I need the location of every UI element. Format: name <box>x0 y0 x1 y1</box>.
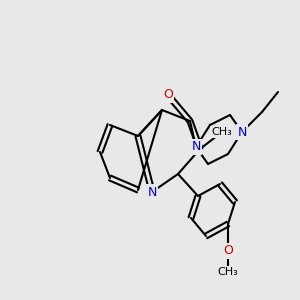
Text: CH₃: CH₃ <box>212 127 233 137</box>
Text: O: O <box>163 88 173 101</box>
Text: N: N <box>191 140 201 154</box>
Text: N: N <box>237 125 247 139</box>
Text: O: O <box>223 244 233 257</box>
Text: CH₃: CH₃ <box>218 267 239 277</box>
Text: N: N <box>147 185 157 199</box>
